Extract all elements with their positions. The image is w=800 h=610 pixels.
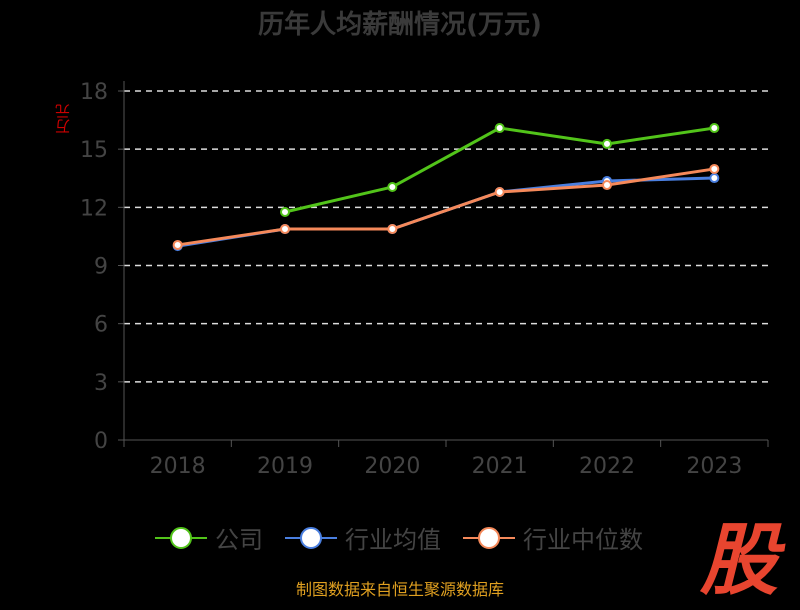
data-point [280, 224, 290, 235]
legend: 公司 行业均值 行业中位数 [155, 520, 643, 555]
chart-title: 历年人均薪酬情况(万元) [258, 10, 542, 40]
x-tick-label: 2023 [686, 454, 742, 479]
x-tick-label: 2018 [150, 454, 206, 479]
source-note: 制图数据来自恒生聚源数据库 [295, 580, 504, 599]
x-tick-label: 2022 [579, 454, 635, 479]
y-tick-label: 12 [80, 196, 108, 221]
data-point [494, 123, 505, 134]
x-tick-label: 2019 [257, 454, 313, 479]
legend-item[interactable]: 行业均值 [285, 520, 441, 555]
y-tick-label: 0 [94, 429, 108, 454]
legend-label: 行业中位数 [523, 526, 643, 554]
legend-marker-icon [285, 526, 337, 549]
data-point [387, 181, 398, 192]
y-tick-label: 18 [80, 80, 108, 105]
logo: 股 [699, 516, 778, 606]
legend-item[interactable]: 公司 [155, 520, 263, 555]
data-point [602, 138, 612, 149]
legend-label: 行业均值 [345, 526, 441, 554]
data-point [387, 224, 398, 235]
legend-item[interactable]: 行业中位数 [463, 520, 643, 555]
data-point [494, 187, 505, 198]
data-point [709, 163, 720, 174]
x-tick-label: 2021 [472, 454, 528, 479]
series-line-公司 [284, 126, 715, 214]
data-point [709, 173, 720, 184]
legend-label: 公司 [215, 526, 263, 554]
data-point [709, 123, 720, 134]
y-tick-label: 6 [94, 313, 108, 338]
legend-marker-icon [155, 526, 207, 549]
y-tick-label: 15 [80, 138, 108, 163]
legend-marker-icon [463, 526, 515, 549]
data-point [172, 239, 183, 250]
series-line-行业中位数 [177, 167, 715, 247]
y-tick-label: 3 [94, 371, 108, 396]
x-tick-label: 2020 [364, 454, 420, 479]
y-tick-label: 9 [94, 255, 108, 280]
data-point [602, 180, 612, 191]
data-point [280, 206, 290, 217]
